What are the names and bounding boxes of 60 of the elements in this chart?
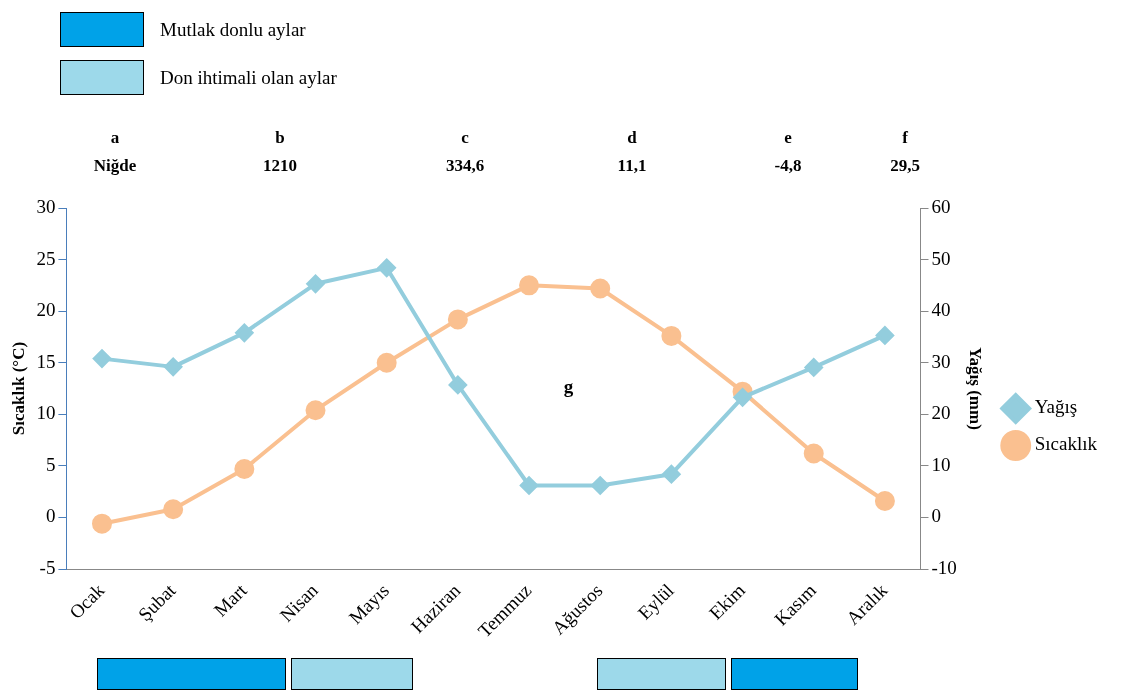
point <box>661 325 682 346</box>
point <box>591 476 610 495</box>
legend-label: Sıcaklık <box>1034 433 1098 455</box>
text: -4,8 <box>774 156 802 176</box>
y-tick-label: 10 <box>36 402 56 424</box>
point <box>804 358 823 377</box>
text: Mutlak donlu aylar <box>160 18 306 41</box>
annotation: g <box>563 376 574 398</box>
y-tick-label: 20 <box>36 299 56 321</box>
y2-tick-label: -10 <box>931 557 957 579</box>
point <box>305 400 326 421</box>
y-tick-label: 5 <box>45 453 56 475</box>
y2-tick-label: 0 <box>931 505 941 527</box>
y-tick-label: 25 <box>36 247 56 269</box>
point <box>163 499 184 520</box>
text: 29,5 <box>890 156 920 176</box>
y-tick-label: 15 <box>36 350 56 372</box>
point <box>164 357 183 376</box>
text: a <box>110 128 120 148</box>
text: Don ihtimali olan aylar <box>160 66 337 89</box>
x-tick-label: Ocak <box>65 579 109 623</box>
point <box>448 375 467 394</box>
y2-tick-label: 30 <box>931 350 951 372</box>
y2-tick-label: 40 <box>931 299 951 321</box>
y-tick-label: 30 <box>36 195 56 217</box>
text: 334,6 <box>445 156 485 176</box>
y2-axis-title: Yağış (mm) <box>965 347 985 430</box>
y2-tick-label: 20 <box>931 402 951 424</box>
text: c <box>461 128 469 148</box>
point <box>875 326 894 345</box>
point <box>91 513 112 534</box>
text: f <box>902 128 908 148</box>
point <box>519 275 540 296</box>
point <box>376 352 397 373</box>
y-tick-label: 0 <box>45 505 56 527</box>
point <box>235 323 254 342</box>
text: e <box>784 128 792 148</box>
text: b <box>275 128 285 148</box>
point <box>520 476 539 495</box>
point <box>92 349 111 368</box>
text: d <box>627 128 637 148</box>
point <box>377 258 396 277</box>
point <box>306 274 325 293</box>
x-tick-label: Mart <box>209 579 252 621</box>
text: 11,1 <box>617 156 647 176</box>
legend-label: Yağış <box>1034 396 1078 418</box>
point <box>447 309 468 330</box>
y-tick-label: -5 <box>39 557 56 579</box>
point <box>662 465 681 484</box>
point <box>874 490 895 511</box>
point <box>733 388 752 407</box>
point <box>590 278 611 299</box>
point <box>234 459 255 479</box>
point <box>803 443 824 464</box>
y-axis-title: Sıcaklık (°C) <box>8 341 28 436</box>
y2-tick-label: 60 <box>931 195 951 217</box>
text: 1210 <box>263 156 297 176</box>
text: Niğde <box>93 156 137 176</box>
y2-tick-label: 50 <box>931 247 951 269</box>
y2-tick-label: 10 <box>931 453 951 475</box>
